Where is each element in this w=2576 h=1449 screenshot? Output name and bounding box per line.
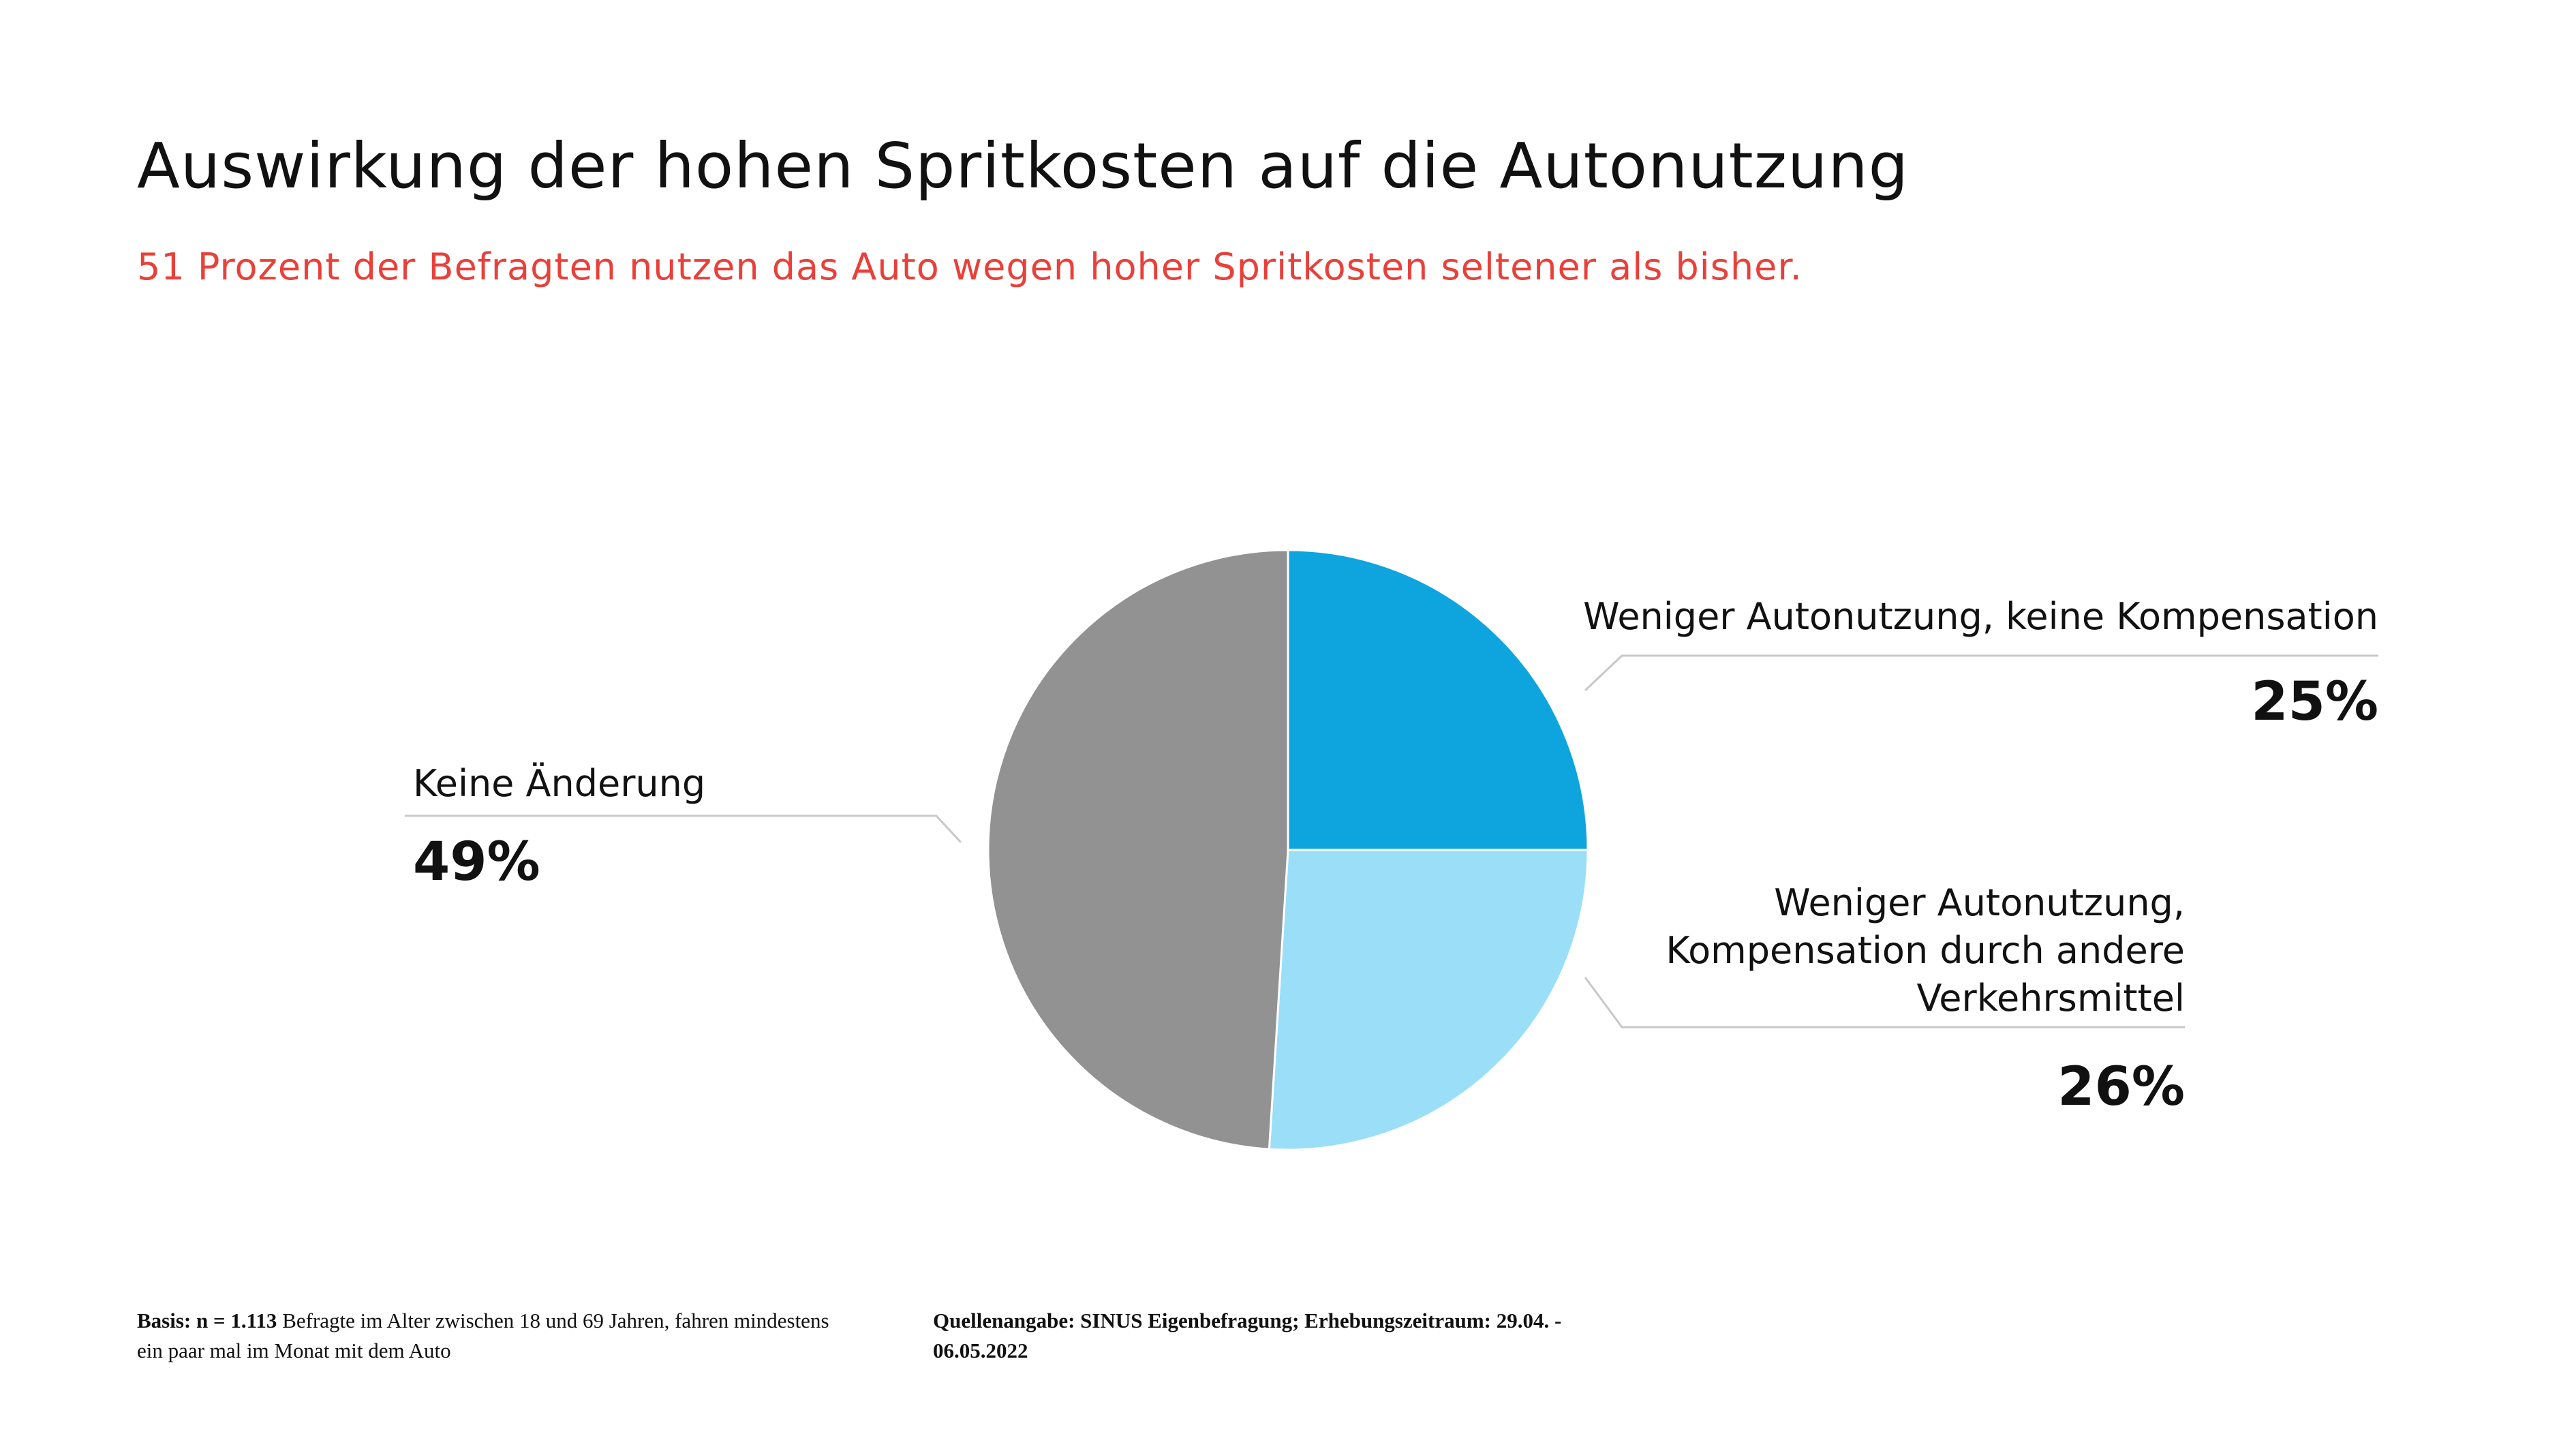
page-subtitle: 51 Prozent der Befragten nutzen das Auto… xyxy=(137,245,1803,288)
slice-label-1-line: Verkehrsmittel xyxy=(1916,977,2185,1020)
leader-line-0 xyxy=(1584,654,2378,692)
slice-label-0: Weniger Autonutzung, keine Kompensation xyxy=(1583,595,2378,638)
page-title: Auswirkung der hohen Spritkosten auf die… xyxy=(137,129,1910,202)
pie-slice-0 xyxy=(1287,549,1589,851)
slice-value-1: 26% xyxy=(2057,1056,2185,1118)
slice-value-2: 49% xyxy=(413,832,540,893)
slice-label-1: Weniger Autonutzung, Kompensation durch … xyxy=(1666,879,2185,1022)
slice-label-1-line: Weniger Autonutzung, xyxy=(1774,881,2185,924)
slice-label-1-line: Kompensation durch andere xyxy=(1666,929,2185,972)
pie-slice-1 xyxy=(1268,849,1589,1151)
slice-label-2: Keine Änderung xyxy=(413,762,706,805)
slice-value-0: 25% xyxy=(2251,671,2378,733)
leader-line-2 xyxy=(405,814,962,844)
footnote-basis-bold: Basis: n = 1.113 xyxy=(137,1309,277,1332)
pie-slice-2 xyxy=(987,549,1289,1150)
leader-line-1 xyxy=(1584,977,2185,1028)
footnote-basis-text: Befragte im Alter zwischen 18 und 69 Jah… xyxy=(137,1309,829,1362)
footnote-basis: Basis: n = 1.113 Befragte im Alter zwisc… xyxy=(137,1306,859,1366)
footnote-source: Quellenangabe: SINUS Eigenbefragung; Erh… xyxy=(933,1309,1562,1362)
